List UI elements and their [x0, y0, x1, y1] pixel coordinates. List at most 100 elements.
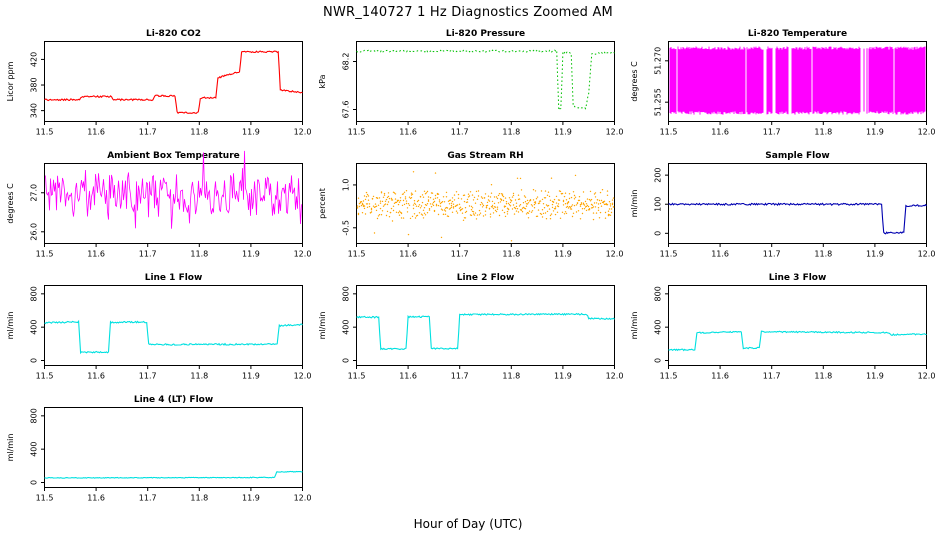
series-dot — [588, 198, 591, 201]
series-dot — [544, 190, 547, 192]
series-dot — [437, 213, 440, 216]
series-dot — [394, 193, 397, 195]
plot-title: Li-820 CO2 — [146, 29, 201, 39]
series-dot — [606, 194, 609, 196]
series-dot — [546, 194, 549, 196]
plot-line-2-flow: Line 2 Flow 11.5 11.6 11.7 11.8 11.9 12.0 0 400 8… — [312, 270, 624, 392]
x-tick-label: 11.5 — [348, 128, 366, 137]
series-dot — [574, 174, 577, 177]
series-dot — [501, 194, 504, 197]
series-dot — [401, 204, 404, 207]
series-dot — [513, 213, 516, 215]
series-dot — [493, 196, 496, 198]
series-dot — [420, 205, 423, 207]
series-dot — [555, 195, 558, 198]
series-dot — [383, 204, 386, 206]
series-dot — [560, 192, 563, 195]
series-dot — [516, 208, 519, 210]
series-dot — [405, 202, 408, 205]
series-dot — [597, 203, 600, 205]
series-dot — [449, 199, 452, 201]
series-dot — [479, 204, 482, 206]
series-dot — [519, 204, 522, 206]
series-dot — [388, 197, 391, 200]
series-dot — [378, 197, 381, 199]
series-dot — [581, 212, 584, 215]
series-dot — [502, 195, 505, 198]
x-tick-label: 11.7 — [763, 372, 781, 381]
x-tick-label: 11.7 — [763, 250, 781, 259]
series-dot — [582, 203, 585, 205]
y-axis-label: ml/min — [6, 312, 15, 340]
series-dot — [484, 214, 487, 216]
series-dot — [397, 212, 400, 214]
plot-title: Line 2 Flow — [457, 273, 515, 283]
series-dot — [434, 197, 437, 199]
series-dot — [436, 197, 439, 199]
series-dot — [468, 205, 471, 207]
series-dot — [360, 204, 363, 207]
series-dot — [566, 205, 569, 208]
series-dot — [590, 203, 593, 206]
series-dot — [522, 202, 525, 204]
series-dot — [595, 212, 598, 214]
series-line — [356, 49, 615, 112]
x-tick-label: 11.9 — [242, 372, 260, 381]
series-dot — [607, 210, 610, 212]
series-dot — [612, 197, 615, 199]
x-tick-label: 11.6 — [399, 372, 417, 381]
series-dot — [368, 205, 371, 208]
y-tick-label: 800 — [30, 286, 39, 301]
series-dot — [462, 219, 465, 221]
series-dot — [419, 207, 422, 209]
series-dot — [382, 205, 385, 207]
series-dot — [357, 197, 360, 199]
series-dot — [442, 213, 445, 215]
series-dot — [517, 194, 520, 196]
series-dot — [437, 193, 440, 195]
series-dot — [606, 190, 609, 192]
series-dot — [425, 204, 428, 206]
series-line — [356, 312, 615, 351]
series-dot — [564, 211, 567, 213]
series-dot — [526, 199, 529, 202]
x-tick-label: 11.6 — [87, 372, 105, 381]
series-dot — [386, 210, 389, 213]
series-dot — [573, 194, 576, 197]
series-dot — [408, 204, 411, 206]
series-dot — [457, 197, 460, 199]
series-dot — [487, 199, 490, 201]
series-dot — [416, 200, 419, 203]
y-tick-label: 0 — [654, 231, 663, 236]
plot-frame — [356, 285, 615, 366]
series-dot — [497, 202, 500, 204]
series-dot — [597, 209, 600, 211]
series-dot — [524, 196, 527, 198]
series-dot — [366, 206, 369, 208]
series-dot — [608, 208, 611, 210]
series-dot — [598, 217, 601, 219]
series-dot — [428, 209, 431, 211]
series-dot — [376, 217, 379, 220]
series-dot — [583, 204, 586, 206]
series-dot — [514, 207, 517, 210]
series-dot — [466, 201, 469, 203]
series-dot — [612, 206, 615, 208]
y-tick-label: 420 — [30, 52, 39, 67]
series-dot — [485, 206, 488, 208]
x-tick-label: 12.0 — [606, 250, 624, 259]
plot-line-3-flow: Line 3 Flow 11.5 11.6 11.7 11.8 11.9 12.0 0 400 8… — [624, 270, 936, 392]
series-dot — [361, 202, 364, 205]
plot-canvas-line-3-flow: Line 3 Flow 11.5 11.6 11.7 11.8 11.9 12.0 0 400 8… — [630, 273, 935, 381]
series-dot — [450, 206, 453, 208]
series-dot — [470, 209, 473, 211]
series-dot — [498, 214, 501, 217]
plot-li-820-pressure: Li-820 Pressure 11.5 11.6 11.7 11.8 11.9 12.0 6… — [312, 26, 624, 148]
x-tick-label: 11.7 — [763, 128, 781, 137]
series-dot — [403, 203, 406, 206]
x-tick-label: 11.6 — [711, 250, 729, 259]
series-dot — [553, 198, 556, 201]
series-dot — [599, 211, 602, 214]
series-dot — [495, 196, 498, 198]
series-dot — [512, 192, 515, 195]
